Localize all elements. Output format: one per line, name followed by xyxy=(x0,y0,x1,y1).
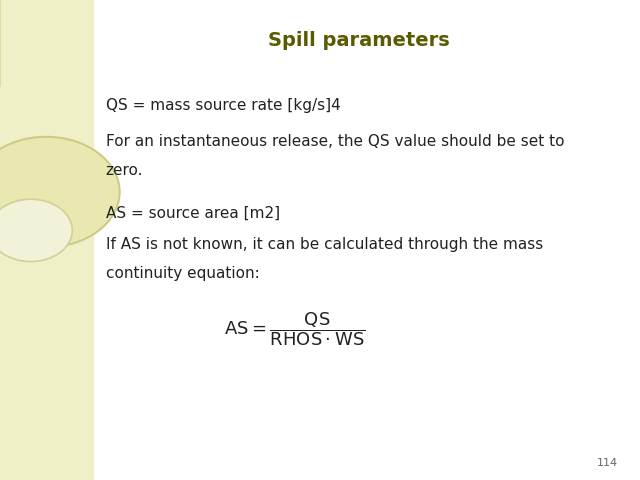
Text: $\mathsf{AS} = \dfrac{\mathsf{QS}}{\mathsf{RHOS \cdot WS}}$: $\mathsf{AS} = \dfrac{\mathsf{QS}}{\math… xyxy=(224,310,365,348)
Circle shape xyxy=(0,137,120,247)
Bar xyxy=(0,0,93,480)
Text: If AS is not known, it can be calculated through the mass: If AS is not known, it can be calculated… xyxy=(106,237,543,252)
Text: For an instantaneous release, the QS value should be set to: For an instantaneous release, the QS val… xyxy=(106,134,564,149)
Text: QS = mass source rate [kg/s]4: QS = mass source rate [kg/s]4 xyxy=(106,98,340,113)
Text: 114: 114 xyxy=(596,458,618,468)
Text: AS = source area [m2]: AS = source area [m2] xyxy=(106,206,280,221)
Text: Spill parameters: Spill parameters xyxy=(268,31,449,50)
Circle shape xyxy=(0,199,72,262)
Text: continuity equation:: continuity equation: xyxy=(106,266,259,281)
Text: zero.: zero. xyxy=(106,163,143,178)
